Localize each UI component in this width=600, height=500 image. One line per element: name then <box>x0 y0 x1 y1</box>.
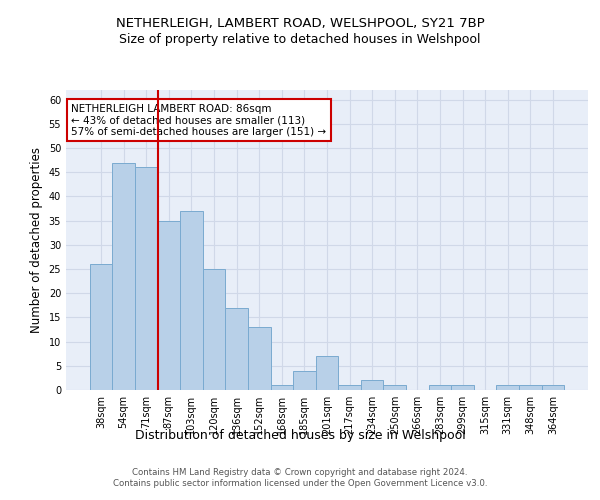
Bar <box>428 385 451 390</box>
Bar <box>361 380 383 390</box>
Bar <box>338 385 361 390</box>
Bar <box>158 220 180 390</box>
Bar <box>180 211 203 390</box>
Bar <box>271 385 293 390</box>
Text: Contains HM Land Registry data © Crown copyright and database right 2024.
Contai: Contains HM Land Registry data © Crown c… <box>113 468 487 487</box>
Bar <box>135 168 158 390</box>
Text: Distribution of detached houses by size in Welshpool: Distribution of detached houses by size … <box>134 428 466 442</box>
Bar <box>248 327 271 390</box>
Bar <box>519 385 542 390</box>
Bar <box>90 264 112 390</box>
Bar <box>383 385 406 390</box>
Bar <box>316 356 338 390</box>
Bar <box>542 385 564 390</box>
Bar <box>226 308 248 390</box>
Text: Size of property relative to detached houses in Welshpool: Size of property relative to detached ho… <box>119 32 481 46</box>
Bar <box>496 385 519 390</box>
Text: NETHERLEIGH, LAMBERT ROAD, WELSHPOOL, SY21 7BP: NETHERLEIGH, LAMBERT ROAD, WELSHPOOL, SY… <box>116 18 484 30</box>
Text: NETHERLEIGH LAMBERT ROAD: 86sqm
← 43% of detached houses are smaller (113)
57% o: NETHERLEIGH LAMBERT ROAD: 86sqm ← 43% of… <box>71 104 326 136</box>
Bar <box>451 385 474 390</box>
Bar <box>203 269 226 390</box>
Bar <box>293 370 316 390</box>
Bar <box>112 162 135 390</box>
Y-axis label: Number of detached properties: Number of detached properties <box>30 147 43 333</box>
